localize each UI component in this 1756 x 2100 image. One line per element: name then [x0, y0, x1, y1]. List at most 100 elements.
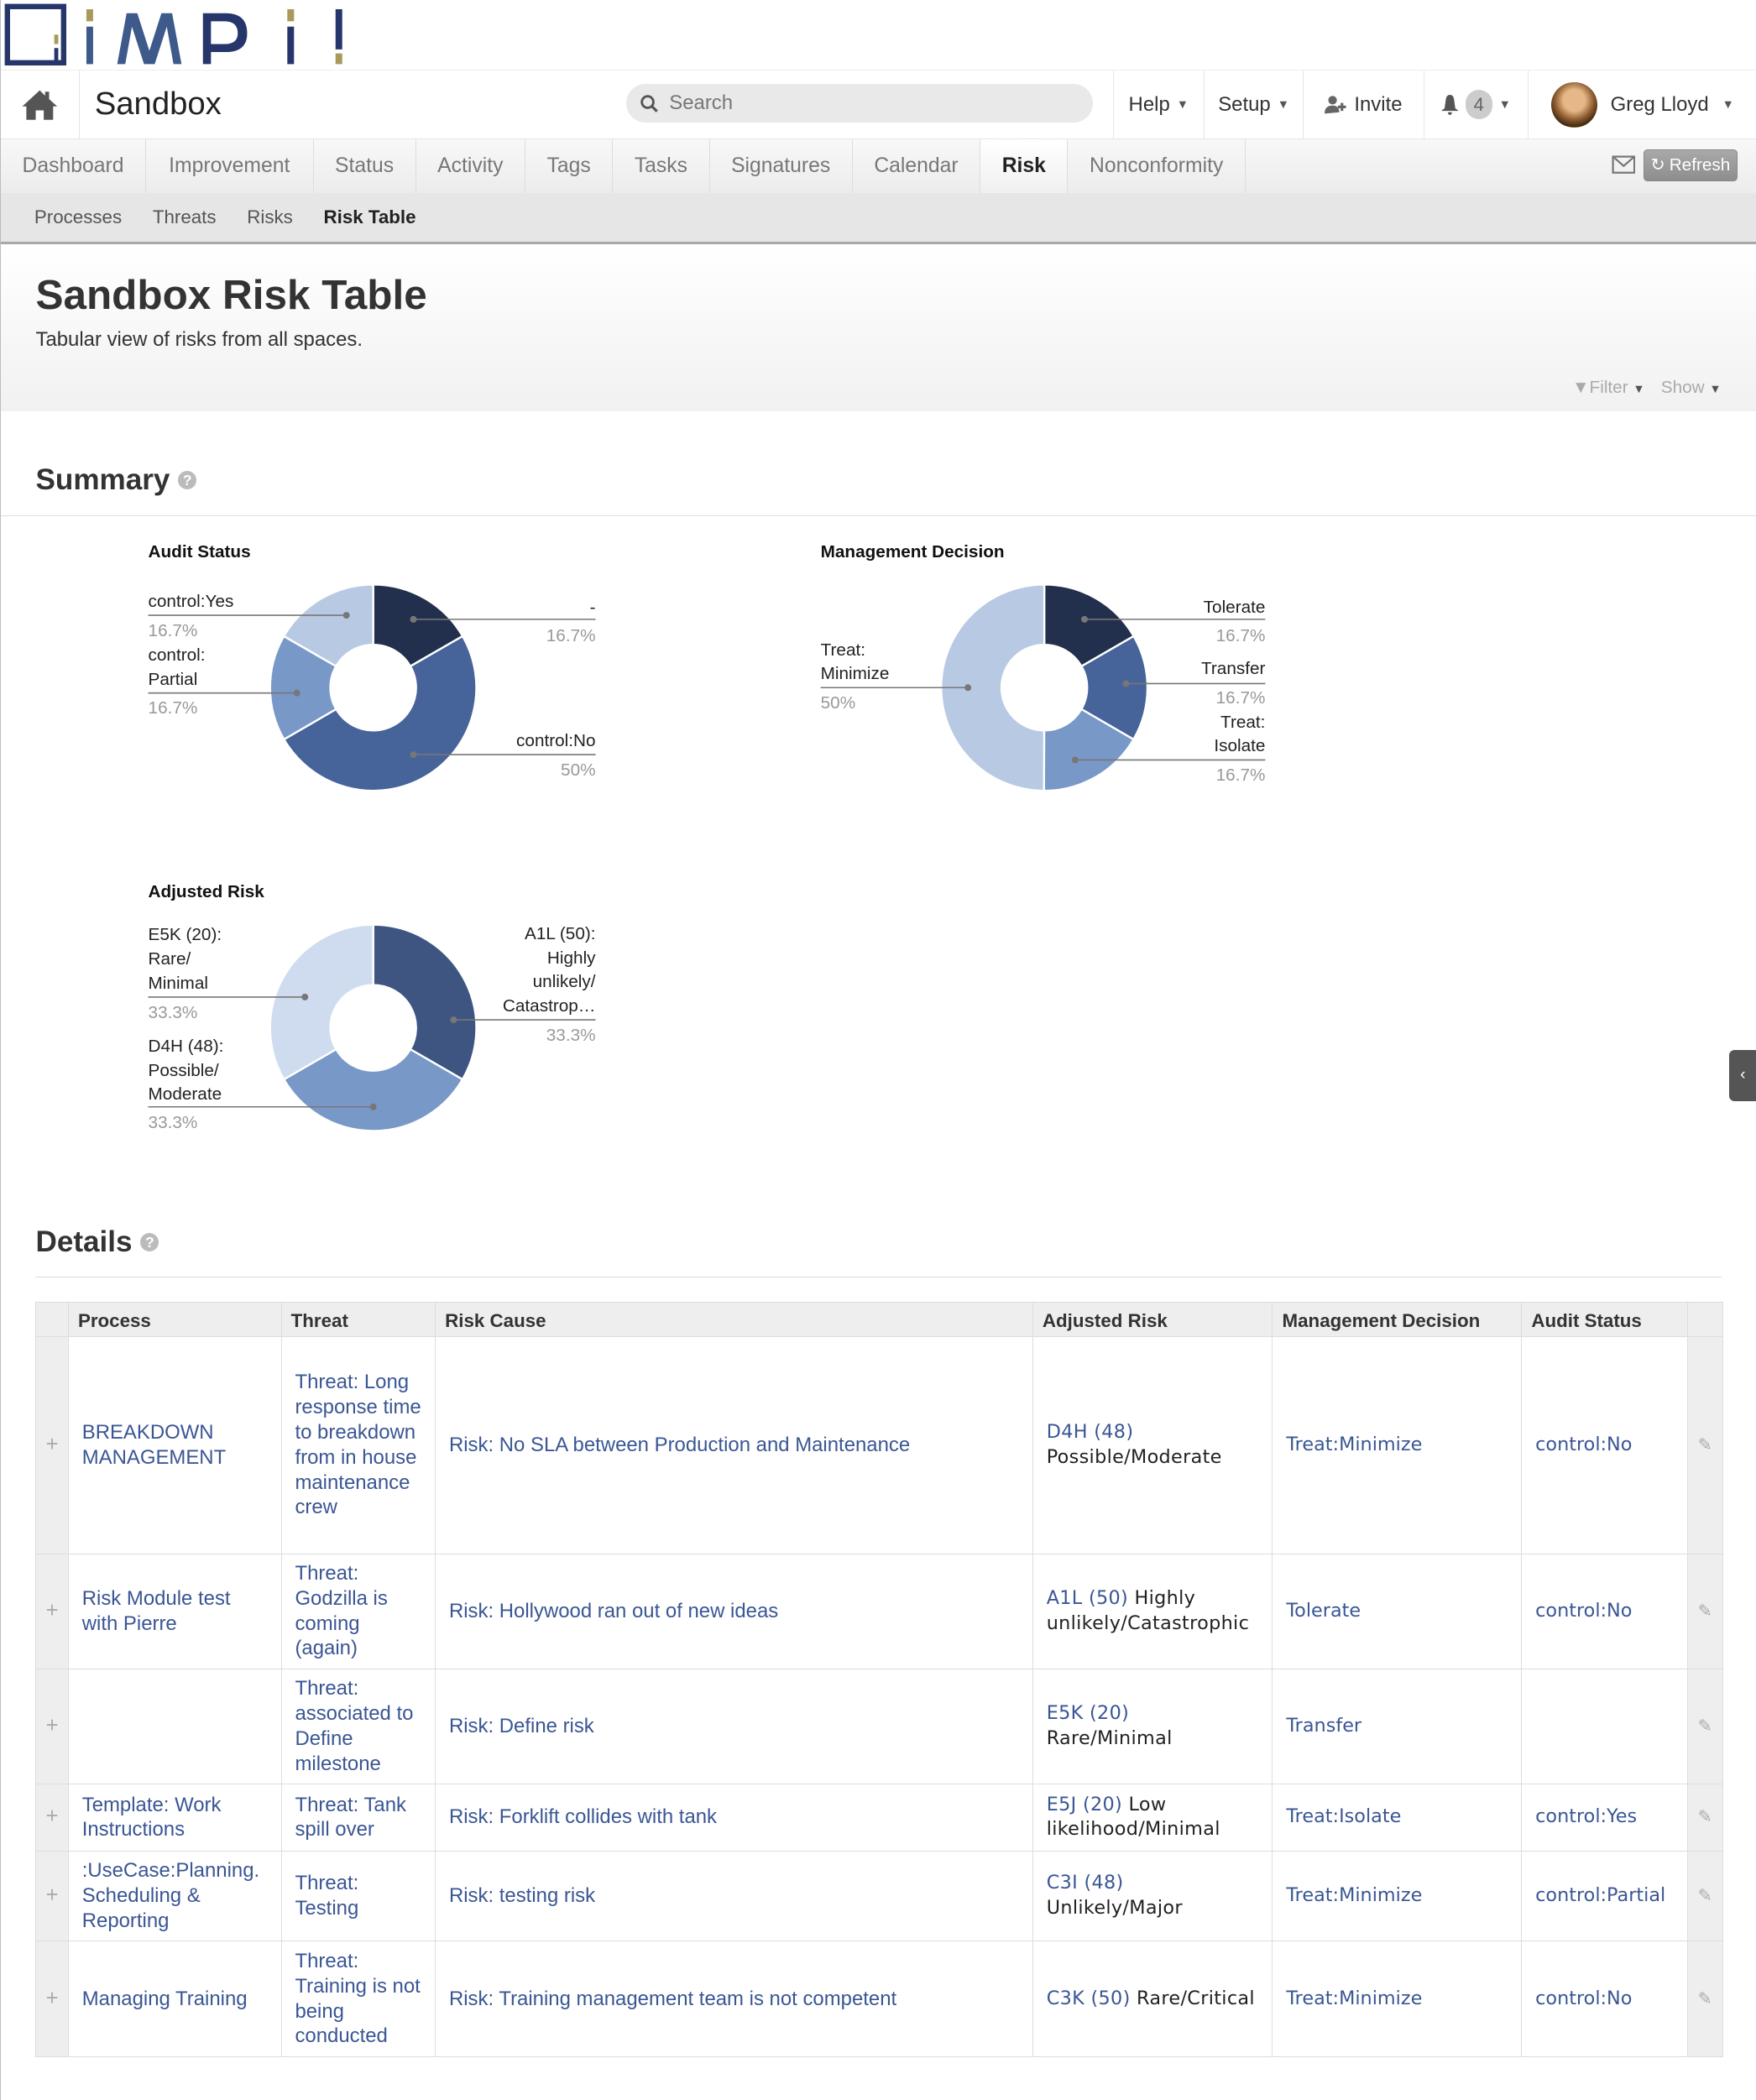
subnav-threats[interactable]: Threats — [152, 206, 217, 227]
donut-slice[interactable] — [1079, 635, 1149, 741]
logo[interactable] — [1, 0, 1756, 71]
subnav-risks[interactable]: Risks — [247, 206, 293, 227]
management-decision-link[interactable]: Treat:Minimize — [1286, 1883, 1423, 1906]
donut-slice[interactable] — [1043, 583, 1136, 668]
audit-status-link[interactable]: control:Partial — [1535, 1883, 1666, 1906]
threat-link[interactable]: Threat: Godzilla is coming (again) — [295, 1561, 388, 1660]
process-link[interactable]: :UseCase:Planning. Scheduling & Reportin… — [81, 1858, 260, 1932]
refresh-button[interactable]: ↻ Refresh — [1644, 149, 1738, 181]
edit-row-button[interactable]: ✎ — [1687, 1940, 1723, 2058]
process-link[interactable]: Template: Work Instructions — [81, 1793, 222, 1841]
tab-calendar[interactable]: Calendar — [853, 139, 981, 194]
subnav-risk-table[interactable]: Risk Table — [323, 206, 416, 227]
management-decision-link[interactable]: Treat:Minimize — [1286, 1433, 1423, 1455]
help-icon[interactable]: ? — [178, 470, 197, 490]
threat-link[interactable]: Threat: Testing — [295, 1871, 359, 1920]
column-header-risk-cause[interactable]: Risk Cause — [435, 1302, 1033, 1337]
process-link[interactable]: Risk Module test with Pierre — [81, 1586, 231, 1635]
donut-slice[interactable] — [282, 635, 478, 792]
space-name[interactable]: Sandbox — [94, 85, 222, 122]
column-header-adjusted-risk[interactable]: Adjusted Risk — [1032, 1302, 1273, 1337]
envelope-icon[interactable] — [1612, 155, 1636, 175]
edit-row-button[interactable]: ✎ — [1687, 1668, 1723, 1784]
column-header-management-decision[interactable]: Management Decision — [1272, 1302, 1523, 1337]
help-menu[interactable]: Help ▼ — [1112, 70, 1205, 139]
management-decision-link[interactable]: Transfer — [1286, 1714, 1362, 1737]
threat-link[interactable]: Threat: Training is not being conducted — [295, 1949, 421, 2048]
expand-row-button[interactable]: + — [35, 1940, 69, 2058]
home-button[interactable] — [1, 70, 80, 139]
management-decision-link[interactable]: Treat:Isolate — [1286, 1805, 1402, 1828]
adjusted-risk-link[interactable]: E5K (20) — [1046, 1702, 1130, 1724]
risk-cause-link[interactable]: Risk: Hollywood ran out of new ideas — [448, 1599, 779, 1622]
donut-slice[interactable] — [269, 635, 338, 741]
management-decision-link[interactable]: Tolerate — [1286, 1599, 1361, 1622]
slice-label: E5K (20): Rare/ Minimal — [148, 925, 222, 993]
risk-cause-link[interactable]: Risk: testing risk — [448, 1883, 596, 1907]
column-header-threat[interactable]: Threat — [280, 1302, 436, 1337]
invite-button[interactable]: Invite — [1303, 70, 1424, 139]
tab-status[interactable]: Status — [314, 139, 416, 194]
adjusted-risk-link[interactable]: D4H (48) — [1046, 1420, 1134, 1443]
expand-row-button[interactable]: + — [35, 1553, 69, 1669]
column-header-audit-status[interactable]: Audit Status — [1521, 1302, 1689, 1337]
subnav-processes[interactable]: Processes — [34, 206, 123, 227]
audit-status-link[interactable]: control:No — [1535, 1433, 1633, 1455]
search-input[interactable] — [666, 90, 1074, 117]
donut-slice[interactable] — [282, 1047, 464, 1133]
risk-cause-link[interactable]: Risk: Training management team is not co… — [448, 1987, 897, 2010]
slice-label: Transfer — [1201, 658, 1266, 678]
tab-tags[interactable]: Tags — [525, 139, 614, 194]
page-header: Sandbox Risk Table Tabular view of risks… — [1, 243, 1756, 412]
donut-slice[interactable] — [939, 583, 1046, 792]
search-box[interactable] — [626, 83, 1093, 123]
edit-row-button[interactable]: ✎ — [1687, 1335, 1723, 1554]
donut-slice[interactable] — [1043, 708, 1136, 792]
risk-cause-link[interactable]: Risk: Define risk — [448, 1714, 594, 1737]
process-link[interactable]: Managing Training — [81, 1987, 248, 2010]
adjusted-risk-link[interactable]: A1L (50) — [1046, 1586, 1129, 1609]
adjusted-risk-link[interactable]: C3K (50) — [1046, 1987, 1131, 2009]
tab-improvement[interactable]: Improvement — [146, 139, 314, 194]
column-header-process[interactable]: Process — [67, 1302, 282, 1337]
collapse-panel-button[interactable]: ‹ — [1728, 1050, 1756, 1101]
threat-link[interactable]: Threat: associated to Define milestone — [295, 1677, 414, 1775]
audit-status-link[interactable]: control:No — [1535, 1987, 1633, 2009]
expand-row-button[interactable]: + — [35, 1783, 69, 1852]
management-decision-link[interactable]: Treat:Minimize — [1286, 1987, 1423, 2009]
notifications-menu[interactable]: 4 ▼ — [1423, 70, 1528, 139]
adjusted-risk-description: Unlikely/Major — [1046, 1896, 1183, 1919]
tab-signatures[interactable]: Signatures — [710, 139, 853, 194]
audit-status-link[interactable]: control:No — [1535, 1599, 1633, 1622]
pencil-icon: ✎ — [1697, 1601, 1712, 1621]
tab-tasks[interactable]: Tasks — [613, 139, 710, 194]
user-menu[interactable]: Greg Lloyd ▼ — [1528, 70, 1756, 139]
adjusted-risk-link[interactable]: C3I (48) — [1046, 1871, 1124, 1894]
edit-row-button[interactable]: ✎ — [1687, 1850, 1723, 1941]
expand-row-button[interactable]: + — [35, 1850, 69, 1941]
tab-nonconformity[interactable]: Nonconformity — [1068, 139, 1246, 194]
risk-cause-link[interactable]: Risk: No SLA between Production and Main… — [448, 1433, 911, 1456]
setup-menu[interactable]: Setup ▼ — [1204, 70, 1303, 139]
threat-link[interactable]: Threat: Tank spill over — [295, 1793, 406, 1841]
tab-dashboard[interactable]: Dashboard — [1, 139, 146, 194]
expand-row-button[interactable]: + — [35, 1668, 69, 1784]
filter-button[interactable]: ▼Filter ▼ — [1572, 378, 1645, 398]
donut-slice[interactable] — [282, 583, 374, 668]
process-link[interactable]: BREAKDOWN MANAGEMENT — [81, 1420, 227, 1469]
help-icon[interactable]: ? — [140, 1232, 159, 1252]
edit-row-button[interactable]: ✎ — [1687, 1553, 1723, 1669]
show-button[interactable]: Show ▼ — [1661, 378, 1722, 398]
donut-slice[interactable] — [372, 583, 464, 668]
audit-status-link[interactable]: control:Yes — [1535, 1805, 1638, 1828]
summary-heading: Summary? — [35, 463, 197, 497]
tab-risk[interactable]: Risk — [980, 139, 1069, 194]
donut-slice[interactable] — [269, 923, 374, 1082]
expand-row-button[interactable]: + — [35, 1335, 69, 1554]
adjusted-risk-link[interactable]: E5J (20) — [1046, 1793, 1123, 1815]
threat-link[interactable]: Threat: Long response time to breakdown … — [295, 1371, 421, 1519]
risk-cause-link[interactable]: Risk: Forklift collides with tank — [448, 1805, 718, 1829]
edit-row-button[interactable]: ✎ — [1687, 1783, 1723, 1852]
donut-slice[interactable] — [372, 923, 478, 1082]
tab-activity[interactable]: Activity — [416, 139, 525, 194]
